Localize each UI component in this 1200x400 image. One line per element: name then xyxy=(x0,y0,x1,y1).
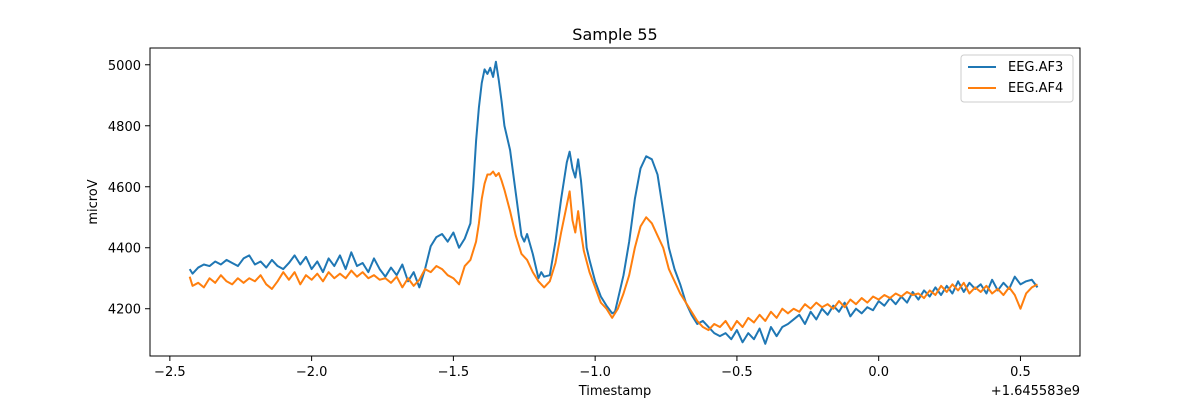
x-axis-ticks: −2.5 −2.0 −1.5 −1.0 −0.5 0.0 0.5 xyxy=(154,356,1031,380)
legend-label-eeg-af4: EEG.AF4 xyxy=(1008,81,1063,96)
legend: EEG.AF3 EEG.AF4 xyxy=(960,54,1074,103)
legend-label-eeg-af3: EEG.AF3 xyxy=(1008,60,1063,75)
chart-title: Sample 55 xyxy=(572,25,657,44)
y-tick-label: 4400 xyxy=(108,242,141,257)
plot-frame xyxy=(149,47,1081,357)
x-tick-label: −2.5 xyxy=(154,365,186,380)
series-layer xyxy=(188,60,1039,345)
y-axis-label: microV xyxy=(86,179,101,224)
x-tick-label: −1.0 xyxy=(579,365,611,380)
y-tick-label: 4600 xyxy=(108,181,141,196)
series-line-eeg-af3 xyxy=(188,60,1039,345)
x-axis-label: Timestamp xyxy=(578,384,652,399)
x-tick-label: 0.5 xyxy=(1010,365,1031,380)
y-tick-label: 4200 xyxy=(108,303,141,318)
y-tick-label: 5000 xyxy=(108,59,141,74)
x-tick-label: 0.0 xyxy=(868,365,889,380)
x-tick-label: −0.5 xyxy=(721,365,753,380)
plot-area xyxy=(150,48,1080,356)
y-axis-ticks: 4200 4400 4600 4800 5000 xyxy=(108,59,150,318)
y-tick-label: 4800 xyxy=(108,120,141,135)
x-tick-label: −2.0 xyxy=(296,365,328,380)
x-axis-offset-text: +1.645583e9 xyxy=(991,384,1080,399)
x-tick-label: −1.5 xyxy=(438,365,470,380)
series-line-eeg-af4 xyxy=(188,170,1038,332)
